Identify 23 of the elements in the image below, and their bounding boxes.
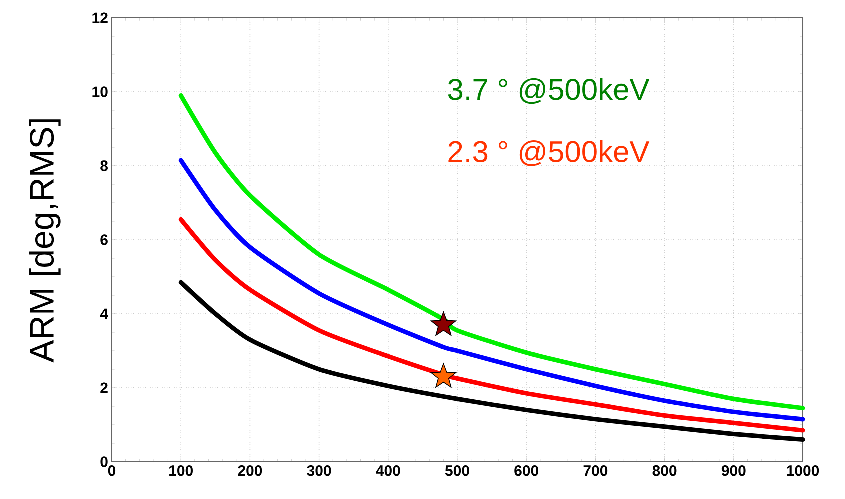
x-tick-label: 700 (584, 466, 608, 476)
x-tick-label: 800 (652, 466, 677, 476)
line-series (178, 217, 806, 433)
x-tick-label: 0 (108, 466, 116, 476)
annotation: 3.7 ° @500keV (448, 78, 650, 104)
x-tick-label: 200 (238, 466, 262, 476)
x-tick-label: 300 (307, 466, 332, 476)
line-series (178, 280, 806, 442)
y-tick-label: 4 (100, 308, 108, 320)
x-tick-label: 900 (722, 466, 746, 476)
y-axis-title: ARM [deg,RMS] (29, 120, 61, 363)
x-tick-label: 1000 (787, 466, 820, 476)
y-tick-label: 6 (100, 234, 108, 246)
y-tick-label: 0 (100, 456, 108, 468)
y-tick-label: 12 (92, 12, 108, 24)
y-tick-label: 2 (100, 382, 108, 394)
y-tick-label: 10 (92, 86, 108, 98)
y-tick-label: 8 (100, 160, 108, 172)
annotation: 2.3 ° @500keV (448, 140, 650, 166)
x-tick-label: 400 (376, 466, 400, 476)
x-tick-label: 600 (514, 466, 538, 476)
x-tick-label: 100 (170, 466, 193, 476)
x-tick-label: 500 (445, 466, 470, 476)
